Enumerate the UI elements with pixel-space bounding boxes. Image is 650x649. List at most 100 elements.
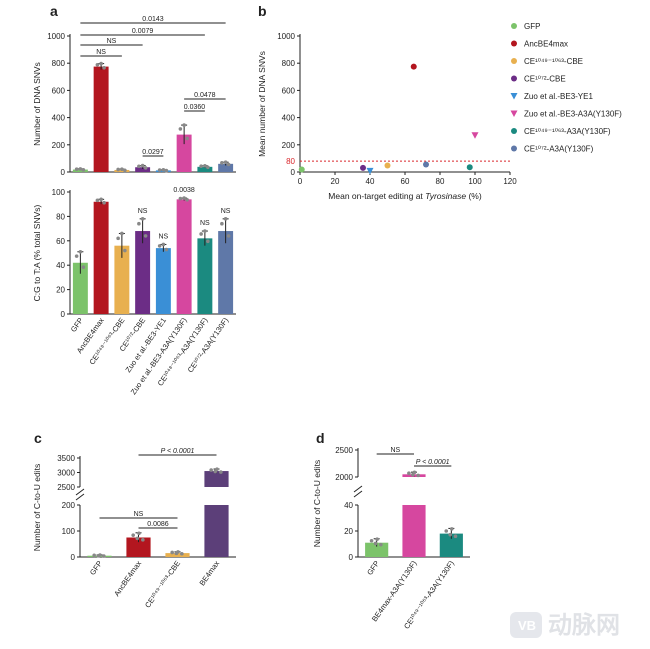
data-point [206, 165, 210, 170]
bar-CE1049-1063-CBE [114, 245, 130, 314]
point-CE1049-1063-A3A(Y130F) [466, 164, 473, 171]
y-tick-label: 1000 [277, 32, 295, 41]
data-point [453, 534, 458, 538]
y-tick-label: 20 [344, 527, 353, 536]
data-point [379, 542, 383, 547]
data-point [137, 221, 141, 226]
significance-label: NS [200, 220, 210, 227]
data-point [206, 239, 210, 244]
y-tick-label: 2500 [335, 446, 353, 455]
data-point [131, 533, 135, 537]
data-point [116, 236, 120, 241]
data-point [170, 550, 174, 555]
threshold-label: 80 [286, 157, 295, 166]
axis-break-mark [75, 488, 85, 496]
bar-CE1049-1063-CBE [165, 553, 190, 557]
bar-GFP [72, 262, 88, 314]
data-point [123, 248, 127, 253]
legend-marker [511, 23, 517, 29]
significance-label: 0.0297 [142, 149, 164, 156]
legend-label: Zuo et al.-BE3-A3A(Y130F) [524, 110, 622, 119]
x-tick-label: 60 [401, 177, 410, 186]
bar-GFP [72, 169, 88, 172]
data-point [373, 541, 378, 546]
bar-CE1049-1063-A3A(Y130F) [197, 238, 213, 314]
data-point [223, 217, 228, 221]
y-axis-label: Mean number of DNA SNVs [257, 51, 267, 157]
y-tick-label: 3000 [57, 469, 75, 478]
data-point [123, 168, 127, 173]
legend-label: Zuo et al.-BE3-YE1 [524, 92, 593, 101]
axis-break-mark [353, 485, 363, 493]
y-tick-label: 1000 [47, 32, 65, 41]
point-CE1072-A3A(Y130F) [423, 161, 429, 168]
data-point [375, 537, 379, 541]
legend-label: GFP [524, 22, 540, 31]
data-point [99, 61, 103, 66]
significance-label: NS [390, 447, 400, 454]
y-tick-label: 40 [344, 501, 353, 510]
data-point [223, 160, 228, 165]
data-point [174, 551, 179, 556]
data-point [203, 163, 207, 168]
panel-a-label: a [50, 3, 58, 19]
bar-CE1049-1063-A3A(Y130F) [439, 533, 463, 557]
point-Zuo et al.-BE3-YE1 [366, 167, 374, 175]
data-point [449, 527, 454, 531]
legend-marker [511, 40, 517, 47]
data-point [157, 168, 162, 172]
data-point [157, 244, 162, 248]
significance-label: NS [159, 233, 169, 240]
data-point [199, 164, 203, 168]
bar-CE1072-CBE [135, 231, 151, 314]
y-tick-label: 60 [56, 237, 65, 246]
bar-BE4max-A3A(Y130F)-lower [402, 505, 426, 557]
chart-b: 0 200 400 600 800 1000 0 20 40 60 80 100 120 Mean num… [257, 22, 622, 201]
x-tick-label: 0 [298, 177, 303, 186]
x-tick-label: GFP [69, 316, 85, 334]
point-CE1049-1063-CBE [384, 162, 391, 169]
legend-label: CE¹⁰⁷²-CBE [524, 75, 566, 84]
x-tick-label: 120 [503, 177, 517, 186]
panel-b-label: b [258, 3, 267, 19]
axis-break-mark [353, 490, 363, 498]
significance-label: 0.0038 [173, 187, 195, 194]
legend-marker [510, 110, 518, 117]
data-point [143, 166, 148, 170]
data-point [203, 229, 207, 233]
legend-label: CE¹⁰⁴⁹⁻¹⁰⁶³-CBE [524, 57, 583, 66]
bar-BE4max-lower [204, 505, 229, 557]
y-tick-label: 0 [349, 553, 354, 562]
legend-marker [511, 58, 517, 64]
y-tick-label: 400 [282, 114, 296, 123]
data-point [74, 254, 79, 258]
data-point [140, 163, 145, 168]
data-point [161, 168, 166, 172]
significance-label: NS [96, 49, 106, 56]
data-point [407, 471, 411, 476]
bar-CE1072-A3A(Y130F) [218, 163, 234, 172]
significance-label: 0.0143 [142, 16, 164, 23]
x-tick-label: 100 [468, 177, 482, 186]
x-tick-label: AncBE4max [112, 559, 143, 598]
axis-break-mark [75, 493, 85, 501]
y-tick-label: 3500 [57, 454, 75, 463]
point-AncBE4max [410, 63, 417, 70]
data-point [164, 168, 169, 173]
x-tick-label: 20 [331, 177, 340, 186]
data-point [448, 532, 452, 537]
legend-marker [511, 145, 517, 152]
significance-label: NS [134, 511, 144, 518]
data-point [213, 469, 218, 474]
data-point [140, 217, 145, 221]
data-point [178, 196, 183, 201]
x-axis-label: Mean on-target editing at Tyrosinase (%) [328, 191, 482, 201]
y-axis-label: Number of DNA SNVs [32, 62, 42, 146]
y-tick-label: 200 [52, 141, 66, 150]
data-point [102, 200, 106, 205]
bar-Zuo et al.-BE3-A3A(Y130F) [176, 134, 192, 172]
significance-label: 0.0360 [184, 104, 206, 111]
y-tick-label: 0 [61, 168, 66, 177]
y-tick-label: 100 [62, 527, 76, 536]
